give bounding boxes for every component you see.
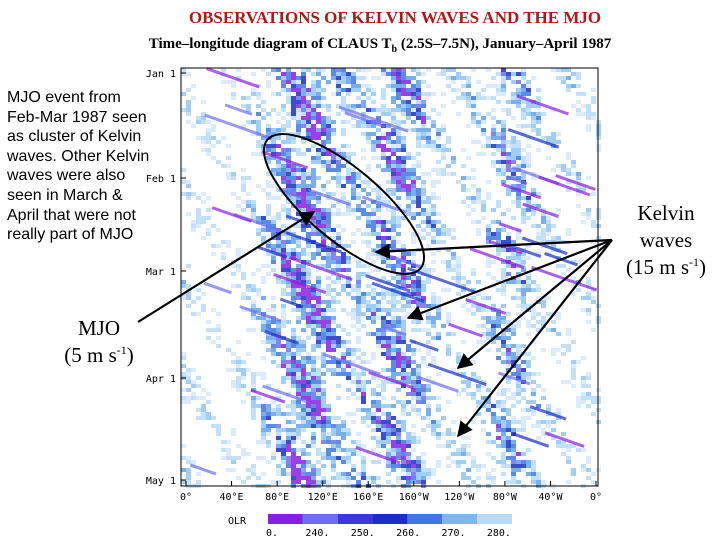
page-title: OBSERVATIONS OF KELVIN WAVES AND THE MJO [188, 8, 602, 27]
colorbar-swatch [372, 514, 408, 524]
colorbar-swatch [268, 514, 303, 524]
x-tick-label: 0° [180, 492, 192, 503]
kelvin-speed-text: (15 m s [626, 255, 689, 279]
mjo-speed-exponent: -1 [116, 343, 127, 357]
y-tick-label: Mar 1 [146, 267, 176, 278]
kelvin-label-line2: waves [639, 228, 693, 252]
kelvin-waves-label: Kelvin waves (15 m s-1) [610, 200, 720, 281]
colorbar-swatch [442, 514, 478, 524]
kelvin-label-speed: (15 m s-1) [610, 254, 720, 281]
mjo-arrow [137, 211, 316, 323]
y-tick-label: Jan 1 [146, 69, 176, 80]
y-tick-label: Feb 1 [146, 174, 176, 185]
y-axis: Jan 1 Feb 1 Mar 1 Apr 1 May 1 [146, 69, 186, 487]
x-tick-label: 0° [590, 492, 602, 503]
mjo-speed-close: ) [126, 343, 134, 367]
colorbar-swatch [337, 514, 373, 524]
x-axis: 0° 40°E 80°E 120°E 160°E 160°W 120°W 80°W 40°W 0° [180, 481, 602, 503]
y-tick-label: Apr 1 [146, 374, 176, 385]
kelvin-speed-exponent: -1 [689, 255, 699, 269]
colorbar-tick: 270. [441, 528, 465, 539]
kelvin-arrow-1 [374, 238, 613, 259]
colorbar-tick: 260. [396, 528, 420, 539]
x-tick-label: 40°E [220, 492, 244, 503]
kelvin-label-line1: Kelvin [637, 201, 695, 225]
plot-frame [180, 67, 599, 487]
kelvin-arrow-4 [457, 239, 613, 438]
diagram-subtitle: Time–longitude diagram of CLAUS Tb (2.5S… [0, 36, 720, 55]
colorbar-swatch [407, 514, 443, 524]
x-tick-label: 160°W [399, 492, 430, 503]
colorbar-tick: 240. [305, 528, 329, 539]
colorbar-tick: 280. [487, 528, 511, 539]
kelvin-arrow-3 [456, 239, 613, 369]
subtitle-main: Time–longitude diagram of CLAUS T [148, 36, 392, 52]
x-tick-label: 160°E [353, 492, 383, 503]
kelvin-speed-close: ) [699, 255, 706, 279]
subtitle-subscript: b [391, 44, 398, 55]
x-tick-label: 120°W [444, 492, 475, 503]
x-tick-label: 120°E [308, 492, 338, 503]
subtitle-rest: (2.5S–7.5N), January–April 1987 [397, 36, 612, 52]
colorbar-tick: 0. [266, 528, 278, 539]
colorbar-swatch [302, 514, 338, 524]
mjo-label-speed: (5 m s-1) [44, 342, 154, 369]
colorbar-swatch [477, 514, 512, 524]
mjo-label-name: MJO [77, 316, 120, 340]
olr-colorbar: OLR 0. 240. 250. 260. 270. 280. [228, 514, 512, 539]
x-tick-label: 80°W [493, 492, 518, 503]
mjo-note-text: MJO event from Feb-Mar 1987 seen as clus… [7, 89, 150, 244]
kelvin-arrow-2 [406, 238, 613, 321]
tb-texture [181, 67, 601, 488]
colorbar-label: OLR [228, 516, 247, 527]
x-tick-label: 40°W [538, 492, 563, 503]
x-tick-label: 80°E [265, 492, 289, 503]
colorbar-tick: 250. [351, 528, 375, 539]
mjo-label: MJO (5 m s-1) [44, 315, 154, 369]
mjo-speed-text: (5 m s [64, 343, 117, 367]
y-tick-label: May 1 [146, 476, 176, 487]
mjo-event-ellipse [262, 133, 426, 275]
